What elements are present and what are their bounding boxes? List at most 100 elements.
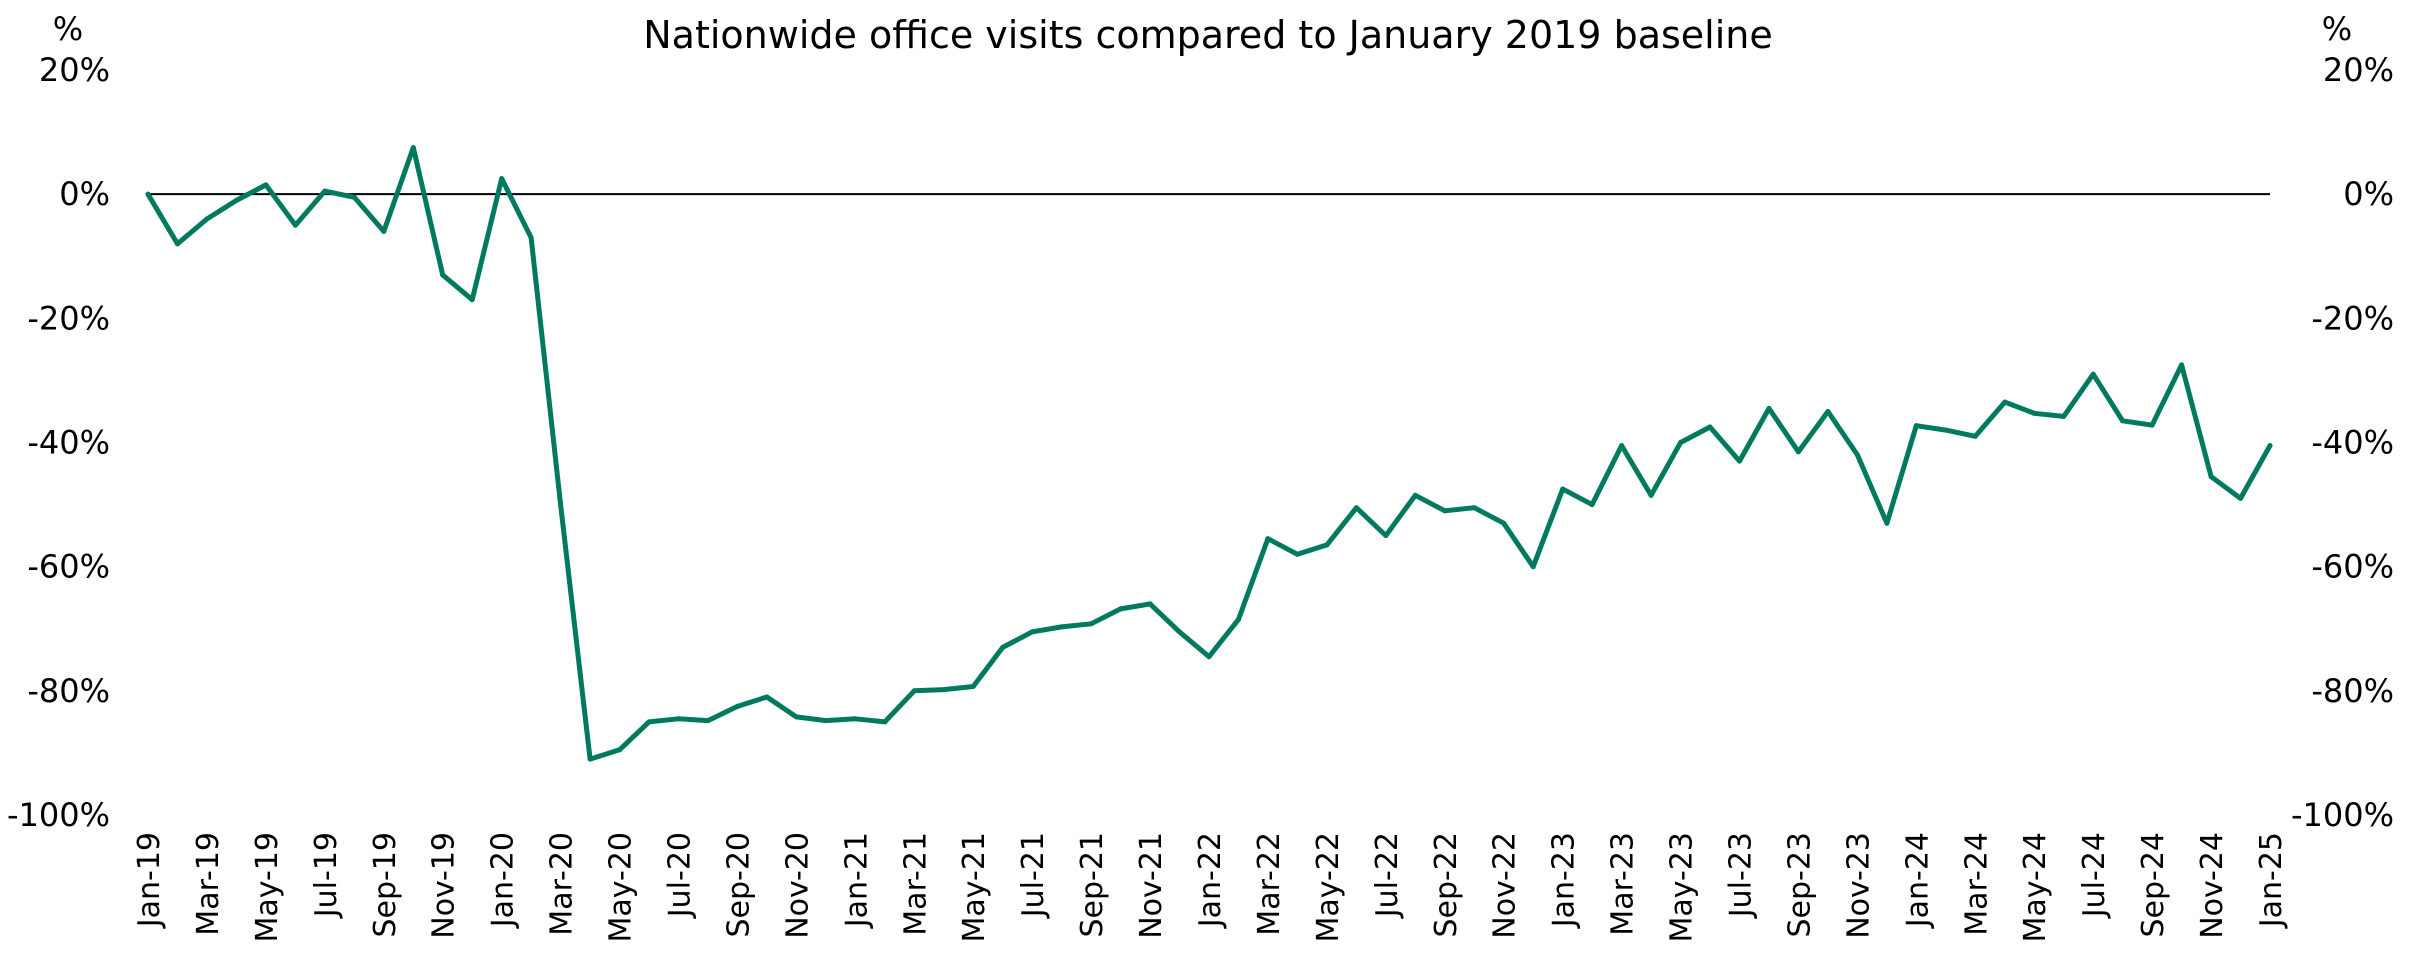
y-tick-label-right: -60%: [2311, 548, 2394, 586]
data-point: [2209, 474, 2214, 479]
x-tick-label: Jan-19: [132, 832, 167, 929]
x-tick-label: Nov-19: [427, 832, 462, 939]
data-point: [1324, 542, 1329, 547]
x-tick-label: Jul-24: [2077, 832, 2112, 919]
data-point: [1973, 434, 1978, 439]
x-tick-label: May-19: [250, 832, 285, 943]
x-tick-label: Sep-21: [1075, 832, 1110, 938]
y-tick-label-right: 0%: [2343, 175, 2394, 213]
data-point: [263, 182, 268, 187]
data-point: [1118, 606, 1123, 611]
x-tick-label: Sep-24: [2136, 832, 2171, 938]
data-point: [1177, 629, 1182, 634]
data-point: [676, 716, 681, 721]
x-tick-label: Mar-19: [191, 832, 226, 936]
data-point: [735, 704, 740, 709]
data-point: [1914, 423, 1919, 428]
series-line: [148, 148, 2270, 760]
chart-title: Nationwide office visits compared to Jan…: [643, 13, 1772, 57]
y-tick-label-left: -80%: [27, 672, 110, 710]
x-tick-label: May-20: [604, 832, 639, 943]
x-tick-label: May-21: [957, 832, 992, 943]
data-point: [941, 687, 946, 692]
data-point: [381, 229, 386, 234]
data-point: [853, 716, 858, 721]
data-point: [2238, 496, 2243, 501]
data-point: [1825, 409, 1830, 414]
y-tick-label-right: -40%: [2311, 424, 2394, 462]
data-point: [1943, 428, 1948, 433]
data-point: [1884, 521, 1889, 526]
data-point: [764, 695, 769, 700]
data-point: [1059, 624, 1064, 629]
data-point: [529, 235, 534, 240]
data-point: [234, 198, 239, 203]
data-point: [470, 297, 475, 302]
data-point: [1030, 629, 1035, 634]
x-tick-label: Sep-19: [368, 832, 403, 938]
y-tick-label-left: -40%: [27, 424, 110, 462]
data-point: [1472, 505, 1477, 510]
data-point: [440, 272, 445, 277]
data-point: [882, 719, 887, 724]
y-tick-label-left: -60%: [27, 548, 110, 586]
data-point: [588, 757, 593, 762]
data-point: [794, 714, 799, 719]
data-point: [1708, 425, 1713, 430]
data-point: [971, 684, 976, 689]
x-tick-label: Mar-23: [1606, 832, 1641, 936]
x-tick-label: Sep-22: [1429, 832, 1464, 938]
data-point: [146, 192, 151, 197]
x-tick-label: Mar-20: [545, 832, 580, 936]
x-tick-label: Sep-20: [721, 832, 756, 938]
data-point: [175, 241, 180, 246]
data-point: [1442, 508, 1447, 513]
right-y-axis: 20% 0% -20% -40% -60% -80% -100%: [2291, 51, 2394, 834]
data-point: [1619, 443, 1624, 448]
x-tick-label: Sep-23: [1782, 832, 1817, 938]
x-tick-label: Jan-21: [839, 832, 874, 929]
data-point: [293, 223, 298, 228]
data-point: [2120, 418, 2125, 423]
series-points: [146, 145, 2273, 762]
data-point: [1295, 552, 1300, 557]
y-tick-label-left: 20%: [39, 51, 110, 89]
x-tick-label: Jul-20: [663, 832, 698, 919]
data-point: [1796, 449, 1801, 454]
data-point: [647, 719, 652, 724]
data-point: [1413, 493, 1418, 498]
data-point: [823, 718, 828, 723]
x-axis: Jan-19 Mar-19 May-19 Jul-19 Sep-19 Nov-19 Jan-…: [132, 832, 2289, 943]
x-tick-label: Nov-20: [780, 832, 815, 939]
data-point: [1236, 617, 1241, 622]
left-axis-unit: %: [53, 10, 83, 48]
x-tick-label: May-23: [1665, 832, 1700, 943]
data-point: [1089, 621, 1094, 626]
x-tick-label: Nov-22: [1488, 832, 1523, 939]
data-point: [1560, 487, 1565, 492]
y-tick-label-right: -100%: [2291, 796, 2394, 834]
data-point: [1501, 521, 1506, 526]
x-tick-label: May-22: [1311, 832, 1346, 943]
x-tick-label: Jan-23: [1547, 832, 1582, 929]
data-point: [558, 502, 563, 507]
x-tick-label: Jul-22: [1370, 832, 1405, 919]
data-point: [1590, 502, 1595, 507]
data-point: [204, 217, 209, 222]
y-tick-label-right: 20%: [2323, 51, 2394, 89]
x-tick-label: Jul-23: [1724, 832, 1759, 919]
y-tick-label-right: -80%: [2311, 672, 2394, 710]
left-y-axis: 20% 0% -20% -40% -60% -80% -100%: [7, 51, 110, 834]
y-tick-label-left: 0%: [59, 175, 110, 213]
data-point: [1855, 452, 1860, 457]
data-point: [2150, 423, 2155, 428]
x-tick-label: Nov-24: [2195, 832, 2230, 939]
data-point: [1678, 440, 1683, 445]
data-point: [1649, 493, 1654, 498]
x-tick-label: Mar-24: [1959, 832, 1994, 936]
data-point: [352, 195, 357, 200]
x-tick-label: Mar-22: [1252, 832, 1287, 936]
data-point: [2179, 362, 2184, 367]
data-point: [1148, 601, 1153, 606]
